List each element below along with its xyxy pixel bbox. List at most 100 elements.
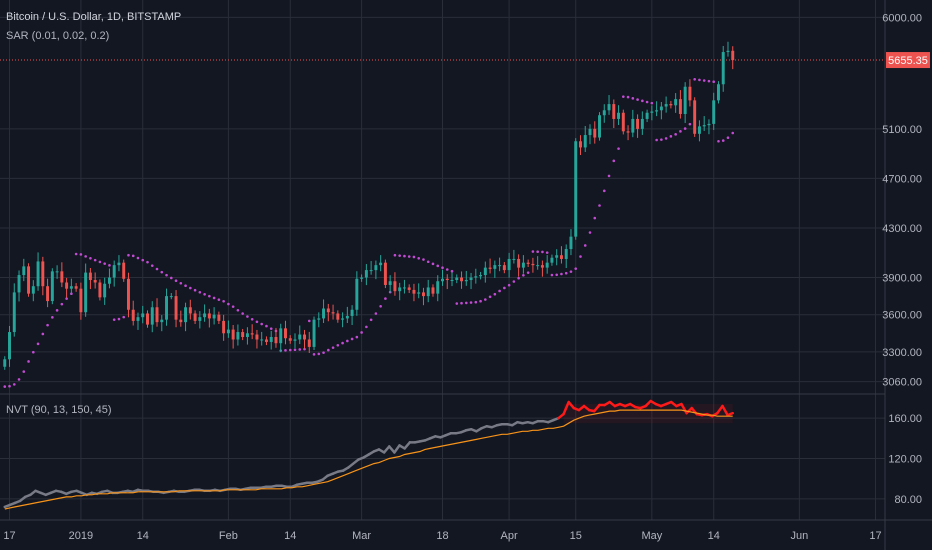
sar-dot <box>374 312 378 315</box>
last-price-badge-bg <box>886 52 930 69</box>
time-tick-label: 18 <box>436 530 448 542</box>
candle-body <box>231 329 235 340</box>
time-tick-label: May <box>641 530 662 542</box>
candle-body <box>203 313 207 318</box>
sar-dot <box>407 255 411 258</box>
sar-dot <box>464 301 468 305</box>
sar-dot <box>417 256 421 260</box>
price-scale[interactable]: 6000.00 5100.00 4700.00 4300.00 3900.00 3600.… <box>882 12 922 388</box>
sar-dot <box>626 95 630 99</box>
sar-dot <box>593 216 597 220</box>
candle-body <box>659 106 663 111</box>
sar-dot <box>146 260 149 264</box>
sar-dot <box>569 270 573 273</box>
candle-body <box>264 339 268 342</box>
sar-dot <box>79 253 83 256</box>
candle-body <box>550 257 554 263</box>
nvt-segment <box>593 403 601 413</box>
candle-body <box>460 277 464 282</box>
sar-dot <box>645 100 649 104</box>
nvt-segment <box>382 445 391 454</box>
symbol-title[interactable]: Bitcoin / U.S. Dollar, 1D, BITSTAMP <box>6 11 182 23</box>
sar-dot <box>641 99 644 103</box>
candle-body <box>293 339 297 341</box>
candle-body <box>250 333 254 335</box>
nvt-scale[interactable]: 160.00 120.00 80.00 <box>888 413 922 506</box>
time-tick-label: Feb <box>219 530 238 542</box>
nvt-segment <box>567 400 576 410</box>
candle-body <box>721 52 725 85</box>
time-tick-label: 14 <box>708 530 720 542</box>
candle-body <box>421 292 425 297</box>
sar-dot <box>55 309 59 312</box>
sar-dot <box>36 342 40 346</box>
sar-dot <box>579 255 582 258</box>
sar-dot <box>117 317 121 321</box>
sar-dot <box>169 276 173 280</box>
sar-dot <box>679 130 682 133</box>
sar-dot <box>731 131 735 135</box>
sar-dot <box>664 137 668 140</box>
sar-dot <box>617 147 620 150</box>
candle-body <box>640 118 644 129</box>
sar-dot <box>693 77 696 81</box>
nvt-indicator-label[interactable]: NVT (90, 13, 150, 45) <box>6 404 112 416</box>
sar-dot <box>517 276 520 280</box>
price-tick-label: 3900.00 <box>882 273 922 285</box>
sar-dot <box>84 255 87 258</box>
candle-body <box>621 112 625 132</box>
sar-dot <box>284 349 287 352</box>
candle-body <box>526 262 530 264</box>
sar-dot <box>17 378 21 381</box>
sar-dot <box>346 339 349 343</box>
candle-body <box>298 334 302 340</box>
candle-body <box>693 100 697 134</box>
sar-dot <box>503 286 506 290</box>
candle-body <box>126 278 130 310</box>
candle-body <box>326 308 330 313</box>
sar-dot <box>184 284 187 287</box>
price-tick-label: 3600.00 <box>882 310 922 322</box>
candle-body <box>341 318 345 320</box>
sar-dot <box>51 316 54 319</box>
candle-body <box>288 338 292 341</box>
candle-body <box>697 126 701 134</box>
sar-indicator-label[interactable]: SAR (0.01, 0.02, 0.2) <box>6 30 110 42</box>
sar-dot <box>583 244 587 247</box>
candle-body <box>374 265 378 271</box>
sar-dot <box>574 267 578 270</box>
sar-dot <box>222 299 225 303</box>
sar-dot <box>246 315 249 318</box>
sar-dot <box>3 385 7 388</box>
candle-body <box>160 319 164 323</box>
candle-body <box>726 50 730 53</box>
candle-body <box>688 86 692 101</box>
time-tick-label: 14 <box>137 530 149 542</box>
candle-body <box>555 255 559 258</box>
candle-body <box>574 141 578 237</box>
sar-dot <box>541 250 544 254</box>
candle-body <box>212 314 216 319</box>
sar-dot <box>431 262 435 266</box>
candle-body <box>564 249 568 259</box>
sar-dot <box>298 348 302 351</box>
candle-body <box>388 281 392 285</box>
sar-dot <box>250 317 254 321</box>
candle-body <box>274 337 278 344</box>
sar-dot <box>607 174 611 178</box>
nvt-pane <box>3 399 734 510</box>
sar-dot <box>441 266 444 270</box>
candle-body <box>445 278 449 281</box>
time-scale[interactable]: 17 2019 14 Feb 14 Mar 18 Apr 15 May 14 Jun 17 <box>3 530 881 542</box>
candle-body <box>93 280 97 283</box>
sar-dot <box>712 80 716 84</box>
sar-dot <box>98 260 102 264</box>
candle-body <box>60 271 64 283</box>
sar-dot <box>60 302 64 306</box>
candle-body <box>488 267 492 269</box>
sar-dot <box>41 332 45 336</box>
candle-body <box>303 334 306 340</box>
time-tick-label: 15 <box>570 530 582 542</box>
candle-body <box>507 258 511 271</box>
